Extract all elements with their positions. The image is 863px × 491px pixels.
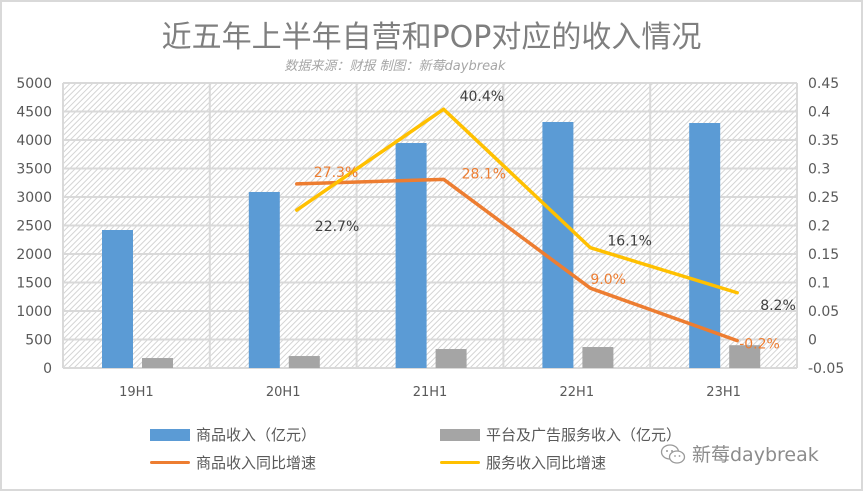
y-tick-label: 4000 bbox=[16, 133, 52, 149]
y2-tick-label: 0.2 bbox=[808, 219, 830, 235]
x-tick-label: 22H1 bbox=[560, 385, 595, 400]
y-tick-label: 1500 bbox=[16, 276, 52, 292]
legend-label: 商品收入同比增速 bbox=[196, 454, 317, 472]
legend-item-service-growth: 服务收入同比增速 bbox=[440, 452, 606, 473]
legend-item-goods-growth: 商品收入同比增速 bbox=[150, 452, 316, 473]
watermark: 新莓daybreak bbox=[660, 440, 819, 467]
y-tick-label: 5000 bbox=[16, 76, 52, 92]
y2-tick-label: 0.25 bbox=[808, 190, 839, 206]
data-labels: 27.3% 28.1% 9.0% -0.2% 22.7% 40.4% 16.1% 8.2% bbox=[314, 89, 796, 352]
data-label: 28.1% bbox=[462, 166, 506, 182]
data-label: 16.1% bbox=[607, 234, 651, 250]
y2-tick-label: 0.45 bbox=[808, 76, 839, 92]
legend-swatch-gray bbox=[440, 428, 480, 441]
wechat-icon bbox=[660, 443, 686, 464]
chart-subtitle: 数据来源：财报 制图：新莓daybreak bbox=[284, 59, 506, 74]
bar-goods-20H1 bbox=[248, 191, 280, 368]
watermark-text: 新莓daybreak bbox=[692, 444, 819, 466]
line-goods-growth bbox=[295, 177, 739, 343]
y-tick-label: 2500 bbox=[16, 219, 52, 235]
lines bbox=[295, 107, 739, 343]
chart-title: 近五年上半年自营和POP对应的收入情况 bbox=[161, 20, 702, 55]
data-label: 40.4% bbox=[460, 89, 504, 105]
bars bbox=[102, 121, 761, 368]
legend-label: 平台及广告服务收入（亿元） bbox=[486, 426, 682, 444]
data-label: 8.2% bbox=[760, 298, 796, 314]
y2-tick-label: 0.3 bbox=[808, 162, 830, 178]
x-axis: 19H1 20H1 21H1 22H1 23H1 bbox=[119, 385, 741, 400]
x-tick-label: 23H1 bbox=[706, 385, 741, 400]
y-tick-label: 3500 bbox=[16, 162, 52, 178]
x-tick-label: 21H1 bbox=[413, 385, 448, 400]
y2-tick-label: 0 bbox=[808, 333, 817, 349]
legend-swatch-orange bbox=[150, 461, 190, 464]
x-tick-label: 19H1 bbox=[119, 385, 154, 400]
y2-tick-label: 0.05 bbox=[808, 304, 839, 320]
legend-swatch-yellow bbox=[440, 461, 480, 464]
line-service-growth bbox=[295, 107, 739, 295]
y2-tick-label: 0.15 bbox=[808, 247, 839, 263]
data-label: 27.3% bbox=[314, 165, 358, 181]
y2-tick-label: 0.1 bbox=[808, 276, 830, 292]
bar-goods-21H1 bbox=[395, 143, 427, 368]
y-tick-label: 4500 bbox=[16, 105, 52, 121]
y-tick-label: 2000 bbox=[16, 247, 52, 263]
bar-goods-19H1 bbox=[102, 230, 133, 368]
y-tick-label: 1000 bbox=[16, 304, 52, 320]
y2-tick-label: 0.4 bbox=[808, 105, 830, 121]
y-tick-label: 0 bbox=[43, 361, 52, 377]
legend-item-goods-revenue: 商品收入（亿元） bbox=[150, 424, 316, 445]
legend-item-platform-revenue: 平台及广告服务收入（亿元） bbox=[440, 424, 681, 445]
legend-label: 服务收入同比增速 bbox=[486, 454, 607, 472]
data-label: -0.2% bbox=[739, 337, 780, 353]
legend-swatch-blue bbox=[150, 428, 190, 441]
gridlines bbox=[62, 82, 798, 369]
x-tick-label: 20H1 bbox=[266, 385, 301, 400]
bar-platform-23H1 bbox=[729, 345, 761, 368]
data-label: 9.0% bbox=[590, 272, 626, 288]
bar-platform-20H1 bbox=[288, 356, 320, 368]
y-axis-right: -0.05 0 0.05 0.1 0.15 0.2 0.25 0.3 0.35 0.4 0.45 bbox=[808, 76, 844, 377]
y-tick-label: 500 bbox=[25, 333, 52, 349]
y-axis-left: 0 500 1000 1500 2000 2500 3000 3500 4000 4500 5000 bbox=[16, 76, 52, 377]
bar-platform-22H1 bbox=[582, 347, 614, 368]
y-tick-label: 3000 bbox=[16, 190, 52, 206]
bar-platform-21H1 bbox=[435, 349, 467, 368]
y2-tick-label: 0.35 bbox=[808, 133, 839, 149]
y2-tick-label: -0.05 bbox=[808, 361, 844, 377]
data-label: 22.7% bbox=[315, 219, 359, 235]
legend-label: 商品收入（亿元） bbox=[196, 426, 317, 444]
bar-goods-22H1 bbox=[542, 121, 574, 368]
bar-platform-19H1 bbox=[142, 358, 173, 368]
